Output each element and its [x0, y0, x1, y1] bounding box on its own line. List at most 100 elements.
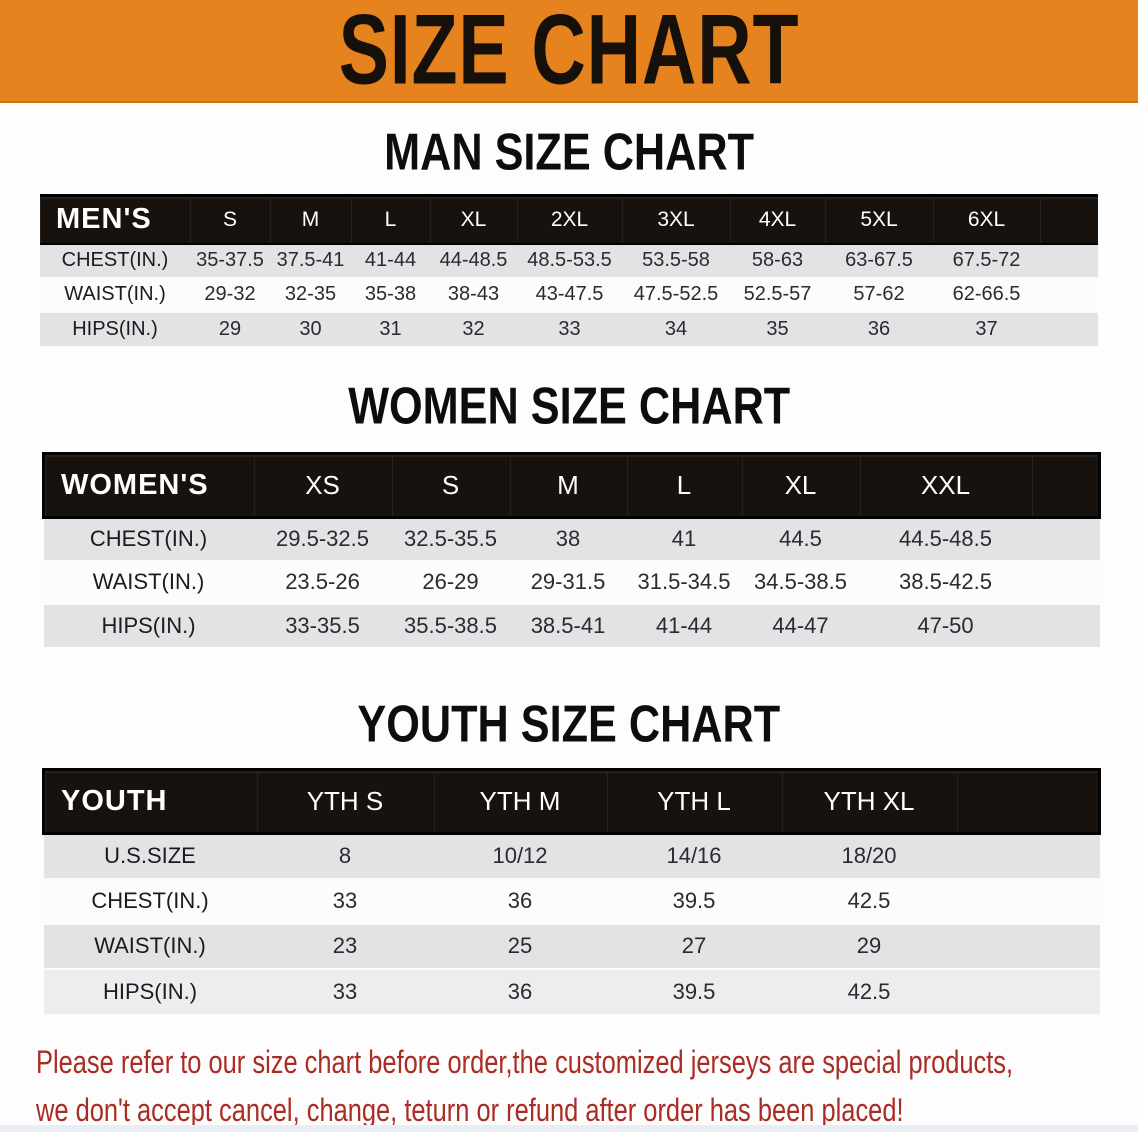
table-row: WAIST(IN.) 23.5-26 26-29 29-31.5 31.5-34.5 34… [43, 559, 1100, 604]
size-column-header: L [626, 452, 742, 519]
row-spacer-cell [1040, 276, 1098, 312]
cell-value: 27 [606, 922, 782, 969]
table-row: HIPS(IN.) 33-35.5 35.5-38.5 38.5-41 41-44 44-… [43, 602, 1100, 647]
cell-value: 52.5-57 [730, 276, 825, 312]
table-label: YOUTH [42, 768, 257, 835]
row-label: U.S.SIZE [43, 832, 257, 879]
cell-value: 35.5-38.5 [391, 602, 510, 647]
cell-value: 30 [270, 310, 351, 346]
size-column-header: M [270, 194, 351, 245]
row-spacer-cell [1031, 516, 1100, 561]
cell-value: 36 [433, 967, 607, 1014]
table-row: U.S.SIZE 8 10/12 14/16 18/20 [43, 832, 1100, 879]
cell-value: 35-38 [351, 276, 430, 312]
size-column-header: XS [253, 452, 392, 519]
disclaimer-line-2: we don't accept cancel, change, teturn o… [36, 1092, 904, 1128]
cell-value: 44-47 [741, 602, 860, 647]
size-column-header: XXL [859, 452, 1032, 519]
man-section-heading-text: MAN SIZE CHART [384, 122, 754, 181]
cell-value: 62-66.5 [933, 276, 1040, 312]
row-label: WAIST(IN.) [43, 559, 254, 604]
cell-value: 32 [430, 310, 517, 346]
size-column-header: YTH M [433, 768, 607, 835]
page-title: SIZE CHART [338, 0, 800, 106]
row-label: WAIST(IN.) [43, 922, 257, 969]
table-row: CHEST(IN.) 33 36 39.5 42.5 [43, 877, 1100, 924]
cell-value: 41-44 [626, 602, 742, 647]
row-label: CHEST(IN.) [43, 877, 257, 924]
youth-size-table: YOUTH YTH S YTH M YTH L YTH XL U.S.SIZE 8 10/1… [42, 768, 1101, 1014]
table-label: MEN'S [40, 194, 190, 245]
cell-value: 33 [256, 967, 434, 1014]
cell-value: 29.5-32.5 [253, 516, 392, 561]
cell-value: 31 [351, 310, 430, 346]
cell-value: 34.5-38.5 [741, 559, 860, 604]
row-spacer-cell [1031, 602, 1100, 647]
size-column-header: S [391, 452, 510, 519]
cell-value: 33 [517, 310, 622, 346]
youth-header-row: YOUTH YTH S YTH M YTH L YTH XL [42, 768, 1101, 835]
size-column-header: XL [430, 194, 517, 245]
size-column-header: XL [741, 452, 860, 519]
row-label: HIPS(IN.) [40, 310, 190, 346]
row-spacer-cell [956, 967, 1100, 1014]
cell-value: 35 [730, 310, 825, 346]
size-column-header: YTH L [606, 768, 782, 835]
cell-value: 29-32 [190, 276, 270, 312]
row-label: HIPS(IN.) [43, 967, 257, 1014]
cell-value: 63-67.5 [825, 242, 933, 278]
cell-value: 31.5-34.5 [626, 559, 742, 604]
size-column-header: YTH S [256, 768, 434, 835]
table-row: WAIST(IN.) 23 25 27 29 [43, 922, 1100, 969]
cell-value: 44.5-48.5 [859, 516, 1032, 561]
womens-header-row: WOMEN'S XS S M L XL XXL [42, 452, 1101, 519]
cell-value: 37 [933, 310, 1040, 346]
row-label: WAIST(IN.) [40, 276, 190, 312]
cell-value: 37.5-41 [270, 242, 351, 278]
cell-value: 25 [433, 922, 607, 969]
cell-value: 26-29 [391, 559, 510, 604]
cell-value: 38-43 [430, 276, 517, 312]
size-column-header: YTH XL [781, 768, 957, 835]
cell-value: 42.5 [781, 877, 957, 924]
row-label: CHEST(IN.) [40, 242, 190, 278]
size-column-header: 5XL [825, 194, 933, 245]
cell-value: 67.5-72 [933, 242, 1040, 278]
cell-value: 38 [509, 516, 627, 561]
cell-value: 29 [781, 922, 957, 969]
size-column-header: 4XL [730, 194, 825, 245]
cell-value: 23.5-26 [253, 559, 392, 604]
cell-value: 29 [190, 310, 270, 346]
table-row: HIPS(IN.) 33 36 39.5 42.5 [43, 967, 1100, 1014]
youth-section-heading-text: YOUTH SIZE CHART [357, 694, 781, 753]
table-row: WAIST(IN.) 29-32 32-35 35-38 38-43 43-47.5 47.… [40, 276, 1098, 312]
row-spacer-cell [956, 922, 1100, 969]
cell-value: 58-63 [730, 242, 825, 278]
table-row: CHEST(IN.) 29.5-32.5 32.5-35.5 38 41 44.5 44.5… [43, 516, 1100, 561]
cell-value: 34 [622, 310, 730, 346]
cell-value: 33-35.5 [253, 602, 392, 647]
cell-value: 36 [433, 877, 607, 924]
cell-value: 53.5-58 [622, 242, 730, 278]
cell-value: 57-62 [825, 276, 933, 312]
women-section-heading: WOMEN SIZE CHART [0, 376, 1138, 434]
cell-value: 32.5-35.5 [391, 516, 510, 561]
cell-value: 10/12 [433, 832, 607, 879]
header-spacer-cell [1031, 452, 1101, 519]
row-spacer-cell [1040, 242, 1098, 278]
cell-value: 44.5 [741, 516, 860, 561]
mens-header-row: MEN'S S M L XL 2XL 3XL 4XL 5XL 6XL [40, 194, 1098, 245]
header-spacer-cell [1040, 194, 1098, 245]
size-column-header: 2XL [517, 194, 622, 245]
table-row: HIPS(IN.) 29 30 31 32 33 34 35 36 37 [40, 310, 1098, 346]
cell-value: 39.5 [606, 877, 782, 924]
cell-value: 29-31.5 [509, 559, 627, 604]
cell-value: 33 [256, 877, 434, 924]
cell-value: 38.5-42.5 [859, 559, 1032, 604]
row-label: CHEST(IN.) [43, 516, 254, 561]
size-column-header: 3XL [622, 194, 730, 245]
row-label: HIPS(IN.) [43, 602, 254, 647]
cell-value: 35-37.5 [190, 242, 270, 278]
row-spacer-cell [1031, 559, 1100, 604]
